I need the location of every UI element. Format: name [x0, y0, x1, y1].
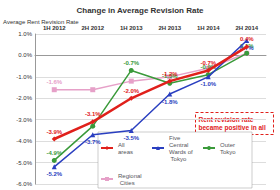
svg-text:-5.2%: -5.2% [46, 171, 62, 177]
svg-text:Outer: Outer [220, 142, 237, 148]
svg-text:Central: Central [169, 142, 190, 148]
svg-text:-4.0%: -4.0% [16, 138, 32, 144]
svg-text:-1.6%: -1.6% [46, 79, 62, 85]
svg-text:became positive in all: became positive in all [199, 124, 268, 132]
svg-text:1H 2014: 1H 2014 [197, 25, 220, 31]
svg-text:2H 2012: 2H 2012 [81, 25, 104, 31]
svg-text:Tokyo: Tokyo [220, 149, 236, 155]
svg-text:1.0%: 1.0% [18, 31, 32, 37]
svg-text:Wards of: Wards of [169, 149, 193, 155]
svg-text:Rent revision rate: Rent revision rate [198, 116, 256, 123]
svg-text:-5.0%: -5.0% [16, 160, 32, 166]
svg-text:Average Rent Revision Rate: Average Rent Revision Rate [3, 19, 79, 25]
svg-text:2H 2014: 2H 2014 [235, 25, 258, 31]
svg-text:Five: Five [169, 135, 182, 141]
svg-text:1H 2012: 1H 2012 [43, 25, 66, 31]
svg-text:0.7%: 0.7% [239, 44, 254, 51]
svg-text:-3.1%: -3.1% [85, 111, 101, 117]
svg-text:Change in Average Revision Rat: Change in Average Revision Rate [77, 6, 205, 15]
svg-text:0.0%: 0.0% [18, 52, 32, 58]
svg-text:-3.0%: -3.0% [16, 117, 32, 123]
svg-text:-1.2%: -1.2% [162, 71, 178, 77]
svg-text:-2.0%: -2.0% [123, 88, 139, 94]
svg-text:-1.0%: -1.0% [16, 74, 32, 80]
svg-text:1H 2013: 1H 2013 [120, 25, 143, 31]
svg-text:Cities: Cities [118, 180, 135, 186]
svg-text:-3.7%: -3.7% [85, 139, 101, 145]
svg-text:-3.9%: -3.9% [46, 129, 62, 135]
svg-text:-0.7%: -0.7% [123, 60, 139, 66]
svg-text:2H 2013: 2H 2013 [158, 25, 181, 31]
svg-text:-4.9%: -4.9% [46, 150, 62, 156]
svg-text:Tokyo: Tokyo [169, 156, 187, 162]
svg-text:-1.8%: -1.8% [162, 99, 178, 105]
svg-text:-1.0%: -1.0% [200, 81, 216, 87]
svg-text:areas: areas [118, 149, 133, 155]
svg-text:-0.7%: -0.7% [200, 60, 216, 66]
svg-text:0.4%: 0.4% [240, 36, 254, 42]
svg-text:-2.0%: -2.0% [16, 95, 32, 101]
svg-text:Regional: Regional [118, 173, 142, 179]
svg-text:-3.5%: -3.5% [123, 135, 139, 141]
svg-text:-6.0%: -6.0% [16, 181, 32, 187]
svg-text:All: All [118, 142, 126, 148]
